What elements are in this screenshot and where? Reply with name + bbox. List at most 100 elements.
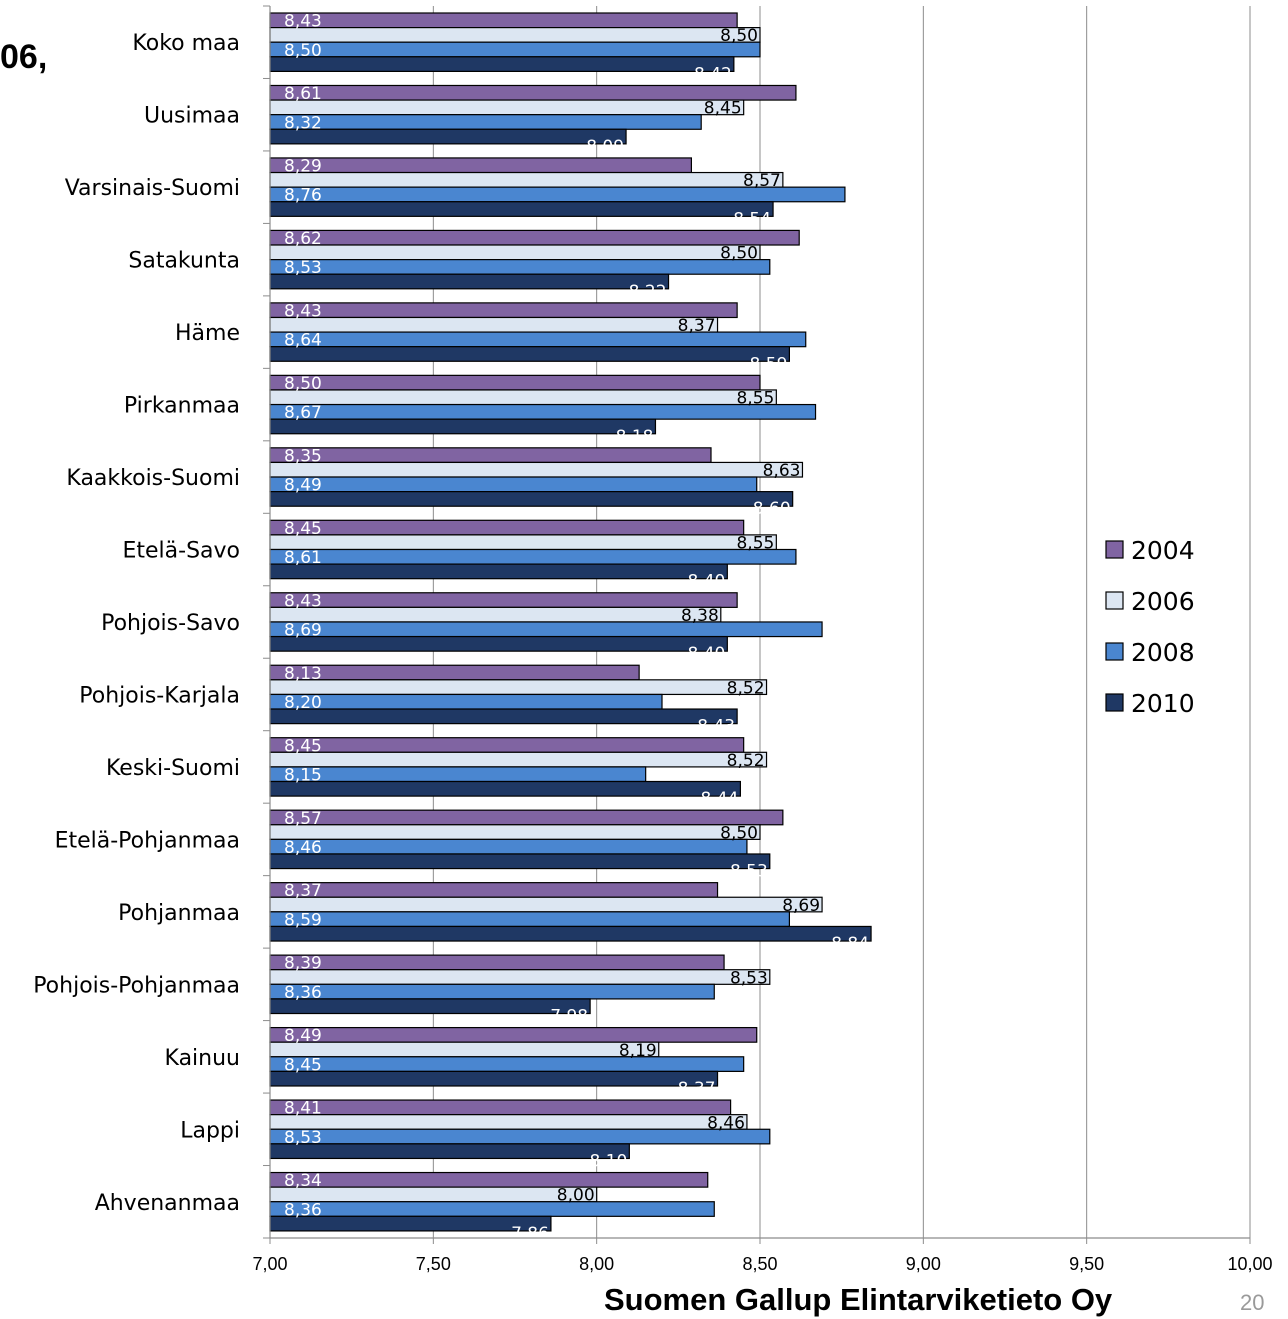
bar-2010 xyxy=(269,635,728,652)
bar-2004 xyxy=(269,302,738,319)
bar-2004 xyxy=(269,737,745,753)
bar-2004 xyxy=(269,809,784,826)
data-label-2006: 8,38 xyxy=(681,606,719,626)
page-number: 20 xyxy=(1240,1290,1265,1315)
category-label: Pohjois-Karjala xyxy=(79,683,240,708)
bar-2010 xyxy=(269,780,741,797)
legend-label-2006: 2006 xyxy=(1131,587,1195,616)
category-label: Koko maa xyxy=(132,31,240,56)
bar-2008 xyxy=(269,1056,745,1072)
data-label-2006: 8,19 xyxy=(619,1041,657,1061)
data-label-2010: 8.09 xyxy=(586,137,624,157)
data-label-2006: 8,50 xyxy=(720,244,758,264)
data-label-2004: 8,49 xyxy=(284,1026,322,1046)
data-label-2010: 8.37 xyxy=(678,1079,716,1099)
data-label-2004: 8,37 xyxy=(284,881,322,901)
bar-2008 xyxy=(269,114,702,130)
data-label-2004: 8,29 xyxy=(284,157,322,177)
data-label-2006: 8,46 xyxy=(707,1113,745,1133)
data-label-2006: 8,45 xyxy=(704,99,742,119)
axes xyxy=(263,5,1251,1244)
data-label-2010: 7.98 xyxy=(550,1007,588,1027)
x-tick-label: 7,00 xyxy=(252,1254,287,1274)
legend-label-2010: 2010 xyxy=(1131,689,1195,718)
bar-2006 xyxy=(269,27,761,43)
data-label-2004: 8,50 xyxy=(284,374,322,394)
bar-2006 xyxy=(269,316,719,333)
bar-2006 xyxy=(269,389,777,406)
bar-2006 xyxy=(269,461,804,478)
data-label-2010: 8.44 xyxy=(701,789,739,809)
x-tick-label: 8,00 xyxy=(579,1254,614,1274)
data-label-2010: 8.40 xyxy=(687,644,725,664)
legend-label-2004: 2004 xyxy=(1131,536,1195,565)
data-label-2008: 8,20 xyxy=(284,693,322,713)
x-tick-label: 9,00 xyxy=(906,1254,941,1274)
data-label-2008: 8,15 xyxy=(284,766,322,786)
bar-2010 xyxy=(269,563,728,580)
data-label-2008: 8,53 xyxy=(284,258,322,278)
data-label-2008: 8,50 xyxy=(284,41,322,61)
bar-2008 xyxy=(269,983,715,1000)
data-label-2004: 8,43 xyxy=(284,301,322,321)
bar-2010 xyxy=(269,491,794,507)
bar-2008 xyxy=(269,766,647,783)
bar-2008 xyxy=(269,1201,715,1217)
category-label: Lappi xyxy=(180,1118,240,1143)
title-fragment: 06, xyxy=(0,38,48,76)
bar-2010 xyxy=(269,273,670,290)
data-label-2008: 8,61 xyxy=(284,548,322,568)
bar-2006 xyxy=(269,1041,660,1058)
data-labels: 8,43 8,50 8,50 8.42 8,61 8,45 8,32 8.09 8,29 8,57… xyxy=(284,12,869,1244)
bar-2010 xyxy=(269,56,735,72)
data-label-2006: 8,50 xyxy=(720,26,758,46)
data-label-2006: 8,00 xyxy=(557,1186,595,1206)
data-label-2004: 8,43 xyxy=(284,591,322,611)
bar-2006 xyxy=(269,896,823,913)
category-label: Varsinais-Suomi xyxy=(65,176,240,201)
data-label-2004: 8,61 xyxy=(284,84,322,104)
category-label: Pohjois-Savo xyxy=(101,611,240,636)
bar-2010 xyxy=(269,128,627,145)
data-label-2010: 8.60 xyxy=(753,499,791,519)
data-label-2008: 8,67 xyxy=(284,403,322,423)
data-label-2006: 8,50 xyxy=(720,823,758,843)
data-label-2004: 8,45 xyxy=(284,519,322,539)
bar-2004 xyxy=(269,157,692,174)
category-label: Kaakkois-Suomi xyxy=(66,466,240,491)
data-label-2008: 8,32 xyxy=(284,113,322,133)
bar-2008 xyxy=(269,1128,771,1145)
data-label-2008: 8,45 xyxy=(284,1055,322,1075)
data-label-2010: 8.53 xyxy=(730,862,768,882)
legend-swatch-2008 xyxy=(1105,642,1124,661)
bar-2004 xyxy=(269,882,719,898)
bar-2004 xyxy=(269,12,738,29)
bar-2010 xyxy=(269,346,791,362)
bar-2004 xyxy=(269,447,712,464)
data-label-2006: 8,57 xyxy=(743,171,781,191)
bar-2006 xyxy=(269,534,777,551)
data-label-2008: 8,59 xyxy=(284,910,322,930)
x-tick-label: 10,00 xyxy=(1227,1254,1272,1274)
data-label-2006: 8,52 xyxy=(727,751,765,771)
bar-2006 xyxy=(269,171,784,188)
category-labels: Koko maa Uusimaa Varsinais-Suomi Satakunta H… xyxy=(33,31,240,1216)
bar-2008 xyxy=(269,621,823,638)
bar-2006 xyxy=(269,824,761,840)
data-label-2004: 8,39 xyxy=(284,954,322,974)
data-label-2008: 8,53 xyxy=(284,1128,322,1148)
data-label-2006: 8,55 xyxy=(736,389,774,409)
company-name: Suomen Gallup Elintarviketieto Oy xyxy=(604,1282,1113,1317)
data-label-2008: 8,36 xyxy=(284,983,322,1003)
category-label: Pohjanmaa xyxy=(118,901,240,926)
bar-2008 xyxy=(269,403,817,420)
data-label-2004: 8,35 xyxy=(284,446,322,466)
data-label-2008: 8,64 xyxy=(284,331,322,351)
data-label-2004: 8,41 xyxy=(284,1099,322,1119)
data-label-2004: 8,62 xyxy=(284,229,322,249)
data-label-2006: 8,37 xyxy=(678,316,716,336)
legend-swatch-2010 xyxy=(1105,693,1124,712)
bar-2004 xyxy=(269,519,745,536)
data-label-2010: 8.10 xyxy=(589,1151,627,1171)
